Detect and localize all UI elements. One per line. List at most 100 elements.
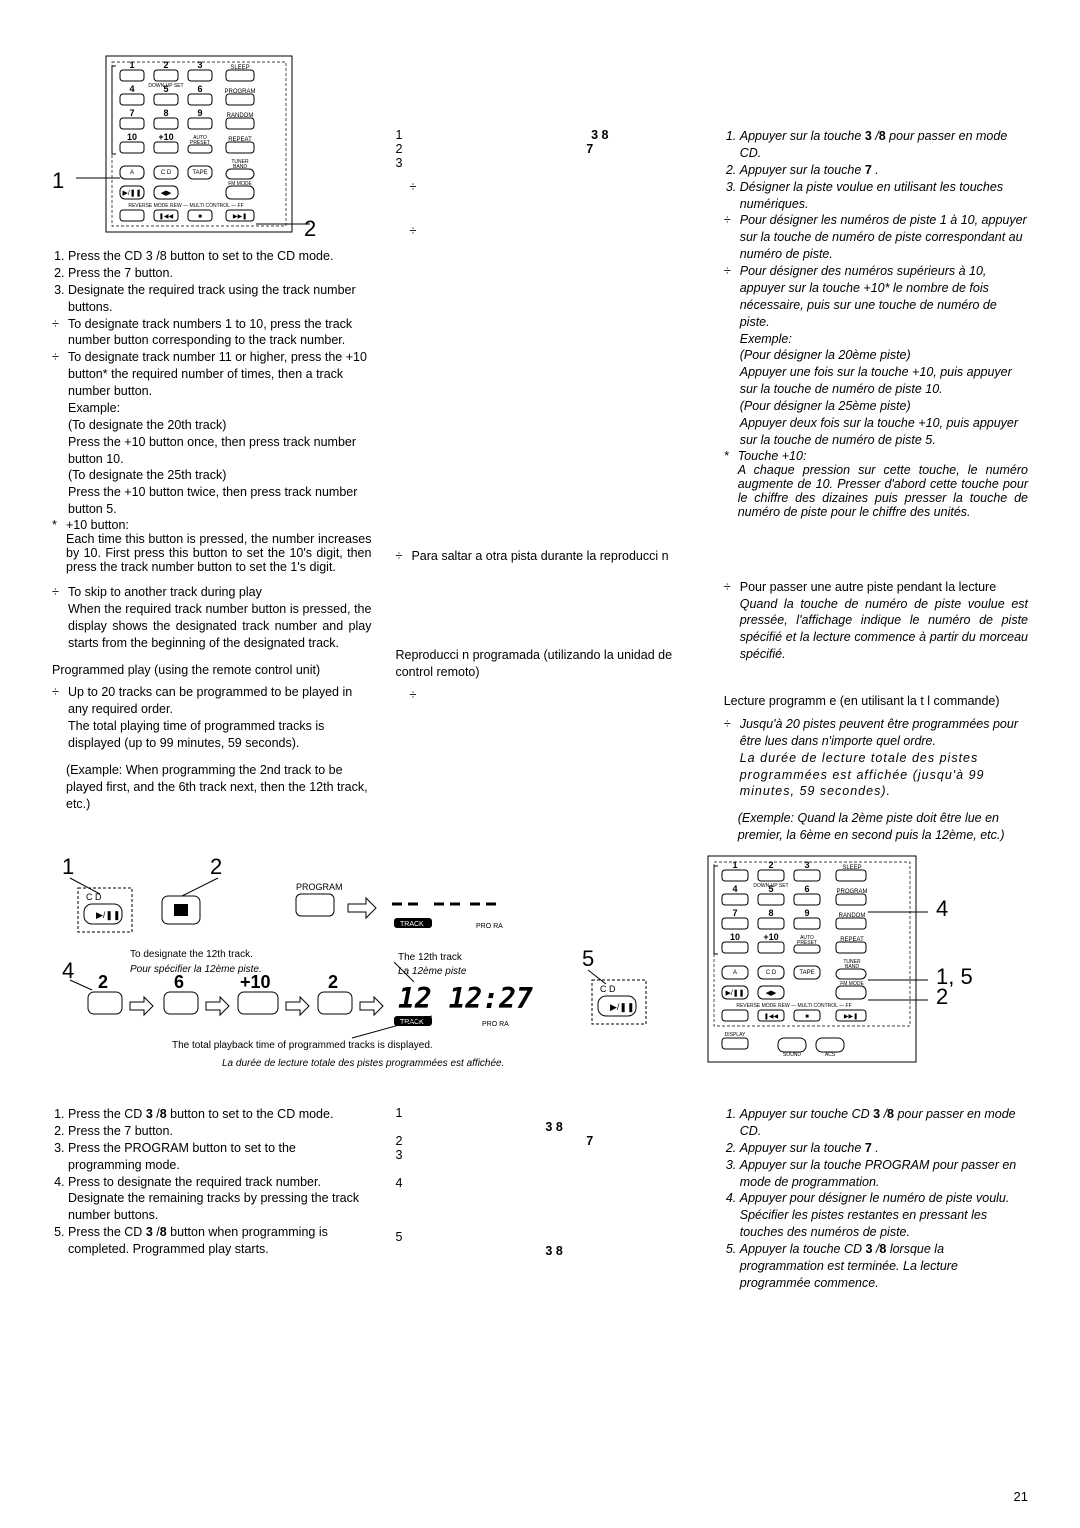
svg-text:▶/❚❚: ▶/❚❚: [725, 989, 744, 997]
en-ex-1: Press the +10 button once, then press tr…: [68, 435, 356, 466]
fr-star-label: Touche +10:: [738, 449, 807, 463]
en-prog-b1: Up to 20 tracks can be programmed to be …: [68, 685, 352, 716]
col-english-top: 1 2 1 2 3 SLEEP DOWN UP SET 4 5 6: [52, 48, 371, 844]
fr-skip-text: Quand la touche de numéro de piste voulu…: [740, 596, 1028, 664]
svg-text:6: 6: [174, 972, 184, 992]
fr-prog-title: Lecture programm e (en utilisant la t l …: [724, 693, 1028, 710]
fr-step-3: Désigner la piste voulue en utilisant le…: [740, 179, 1028, 213]
svg-text:▶/❚❚: ▶/❚❚: [96, 910, 121, 921]
page-number: 21: [1014, 1489, 1028, 1504]
svg-text:ACS: ACS: [825, 1052, 836, 1058]
col-english-bot: Press the CD 3 /8 button to set to the C…: [52, 1106, 371, 1292]
en-bot-4-text: Press to designate the required track nu…: [68, 1175, 321, 1189]
en-step-1: Press the CD 3 /8 button to set to the C…: [68, 248, 371, 265]
svg-text:9: 9: [804, 908, 809, 918]
es-skip-text: Para saltar a otra pista durante la repr…: [411, 548, 699, 565]
svg-text:5: 5: [768, 884, 773, 894]
fr-bot-4-text: Appuyer pour désigner le numéro de piste…: [740, 1191, 1010, 1205]
es-head-row2: 2 7: [395, 142, 593, 156]
en-bot-1: Press the CD 3 /8 button to set to the C…: [68, 1106, 371, 1123]
svg-text:SOUND: SOUND: [783, 1052, 801, 1058]
col-spanish-top: 1 3 8 2 7 3 ÷ ÷ Para saltar a otra pista…: [395, 48, 699, 844]
svg-text:A: A: [130, 170, 134, 176]
svg-text:12 12:27: 12 12:27: [398, 982, 533, 1015]
bottom-section: Press the CD 3 /8 button to set to the C…: [52, 1106, 1028, 1292]
en-prog-bullets: Up to 20 tracks can be programmed to be …: [52, 684, 371, 752]
col-french-top: Appuyer sur la touche 3 /8 pour passer e…: [724, 48, 1028, 844]
en-star-text: Each time this button is pressed, the nu…: [66, 532, 371, 574]
fr-bot-5: Appuyer la touche CD 3 /8 lorsque la pro…: [740, 1241, 1028, 1292]
svg-text:2: 2: [936, 984, 948, 1009]
svg-text:4: 4: [62, 958, 74, 983]
es-bot-r2: 7: [586, 1134, 593, 1148]
svg-text:5: 5: [163, 84, 168, 94]
fr-prog-p2: (Exemple: Quand la 2ème piste doit être …: [724, 810, 1028, 844]
fr-steps-bot: Appuyer sur touche CD 3 /8 pour passer e…: [724, 1106, 1028, 1292]
svg-text:TAPE: TAPE: [192, 170, 207, 176]
svg-text:C D: C D: [766, 970, 777, 976]
svg-text:2: 2: [210, 854, 222, 879]
fr-bot-3: Appuyer sur la touche PROGRAM pour passe…: [740, 1157, 1028, 1191]
svg-text:La 12ème piste: La 12ème piste: [398, 966, 467, 977]
col-spanish-bot: 1 3 8 27 3 4 5 3 8: [395, 1106, 699, 1292]
en-bullet-2: To designate track number 11 or higher, …: [68, 349, 371, 518]
program-diagram: 1 2 C D ▶/❚❚ PROGRAM TRACK PRO RA 4 To d…: [52, 852, 1028, 1102]
fr-skip: Pour passer une autre piste pendant la l…: [724, 579, 1028, 663]
en-bullet-2-text: To designate track number 11 or higher, …: [68, 350, 367, 398]
svg-text:7: 7: [129, 108, 134, 118]
en-ex-3: Press the +10 button twice, then press t…: [68, 485, 357, 516]
en-bullet-1: To designate track numbers 1 to 10, pres…: [68, 316, 371, 350]
svg-text:2: 2: [328, 972, 338, 992]
fr-bot-extra: Spécifier les pistes restantes en pressa…: [740, 1208, 987, 1239]
fr-bot-1: Appuyer sur touche CD 3 /8 pour passer e…: [740, 1106, 1028, 1140]
fr-ex-1: Appuyer une fois sur la touche +10, puis…: [740, 365, 1012, 396]
svg-text:1: 1: [62, 854, 74, 879]
svg-text:9: 9: [197, 108, 202, 118]
en-ex-2: (To designate the 25th track): [68, 468, 226, 482]
svg-text:C D: C D: [161, 170, 172, 176]
es-head-row1: 1 3 8: [395, 128, 608, 142]
en-bot-3: Press the PROGRAM button to set to the p…: [68, 1140, 371, 1174]
es-prog-title: Reproducci n programada (utilizando la u…: [395, 647, 699, 681]
es-l3: 3: [395, 156, 402, 170]
svg-text:TAPE: TAPE: [799, 970, 814, 976]
fr-steps-top: Appuyer sur la touche 3 /8 pour passer e…: [724, 128, 1028, 212]
en-skip-text: When the required track number button is…: [68, 601, 371, 652]
svg-text:REVERSE MODE REW — MULTI C: REVERSE MODE REW — MULTI CONTROL — FF: [128, 203, 243, 209]
fr-bullet-1: Pour désigner les numéros de piste 1 à 1…: [740, 212, 1028, 263]
es-l2: 2: [395, 142, 402, 156]
fr-prog-p1: La durée de lecture totale des pistes pr…: [740, 751, 985, 799]
en-prog-p1: The total playing time of programmed tra…: [68, 719, 324, 750]
svg-text:5: 5: [582, 946, 594, 971]
col-french-bot: Appuyer sur touche CD 3 /8 pour passer e…: [724, 1106, 1028, 1292]
fr-ex-3: Appuyer deux fois sur la touche +10, pui…: [740, 416, 1018, 447]
svg-text:◀▶: ◀▶: [161, 190, 172, 197]
en-prog-p2: (Example: When programming the 2nd track…: [52, 762, 371, 813]
svg-text:+10: +10: [240, 972, 271, 992]
svg-text:8: 8: [768, 908, 773, 918]
svg-text:❚◀◀: ❚◀◀: [764, 1013, 779, 1020]
svg-text:2: 2: [163, 60, 168, 70]
svg-text:10: 10: [127, 132, 137, 142]
en-star: * +10 button: Each time this button is p…: [52, 518, 371, 574]
svg-text:A: A: [733, 970, 737, 976]
es-skip: Para saltar a otra pista durante la repr…: [395, 548, 699, 565]
top-section: 1 2 1 2 3 SLEEP DOWN UP SET 4 5 6: [52, 48, 1028, 844]
es-d2: ÷: [409, 224, 416, 238]
svg-text:▶▶❚: ▶▶❚: [233, 213, 247, 220]
svg-text:3: 3: [804, 860, 809, 870]
svg-text:C D: C D: [600, 984, 616, 994]
en-top-bullets: To designate track numbers 1 to 10, pres…: [52, 316, 371, 519]
en-prog-title: Programmed play (using the remote contro…: [52, 662, 371, 679]
svg-text:REVERSE MODE REW — MULTI C: REVERSE MODE REW — MULTI CONTROL — FF: [736, 1003, 851, 1009]
callout-1: 1: [52, 168, 64, 194]
es-d1: ÷: [409, 180, 416, 194]
en-steps-top: Press the CD 3 /8 button to set to the C…: [52, 248, 371, 316]
fr-bullet-2: Pour désigner des numéros supérieurs à 1…: [740, 263, 1028, 449]
fr-star: * Touche +10: A chaque pression sur cett…: [724, 449, 1028, 519]
fr-step-1: Appuyer sur la touche 3 /8 pour passer e…: [740, 129, 1008, 160]
es-bot-4: 4: [395, 1176, 402, 1190]
svg-text:▶/❚❚: ▶/❚❚: [610, 1002, 635, 1013]
fr-bot-2: Appuyer sur la touche 7 .: [740, 1140, 1028, 1157]
en-steps-bot: Press the CD 3 /8 button to set to the C…: [52, 1106, 371, 1258]
